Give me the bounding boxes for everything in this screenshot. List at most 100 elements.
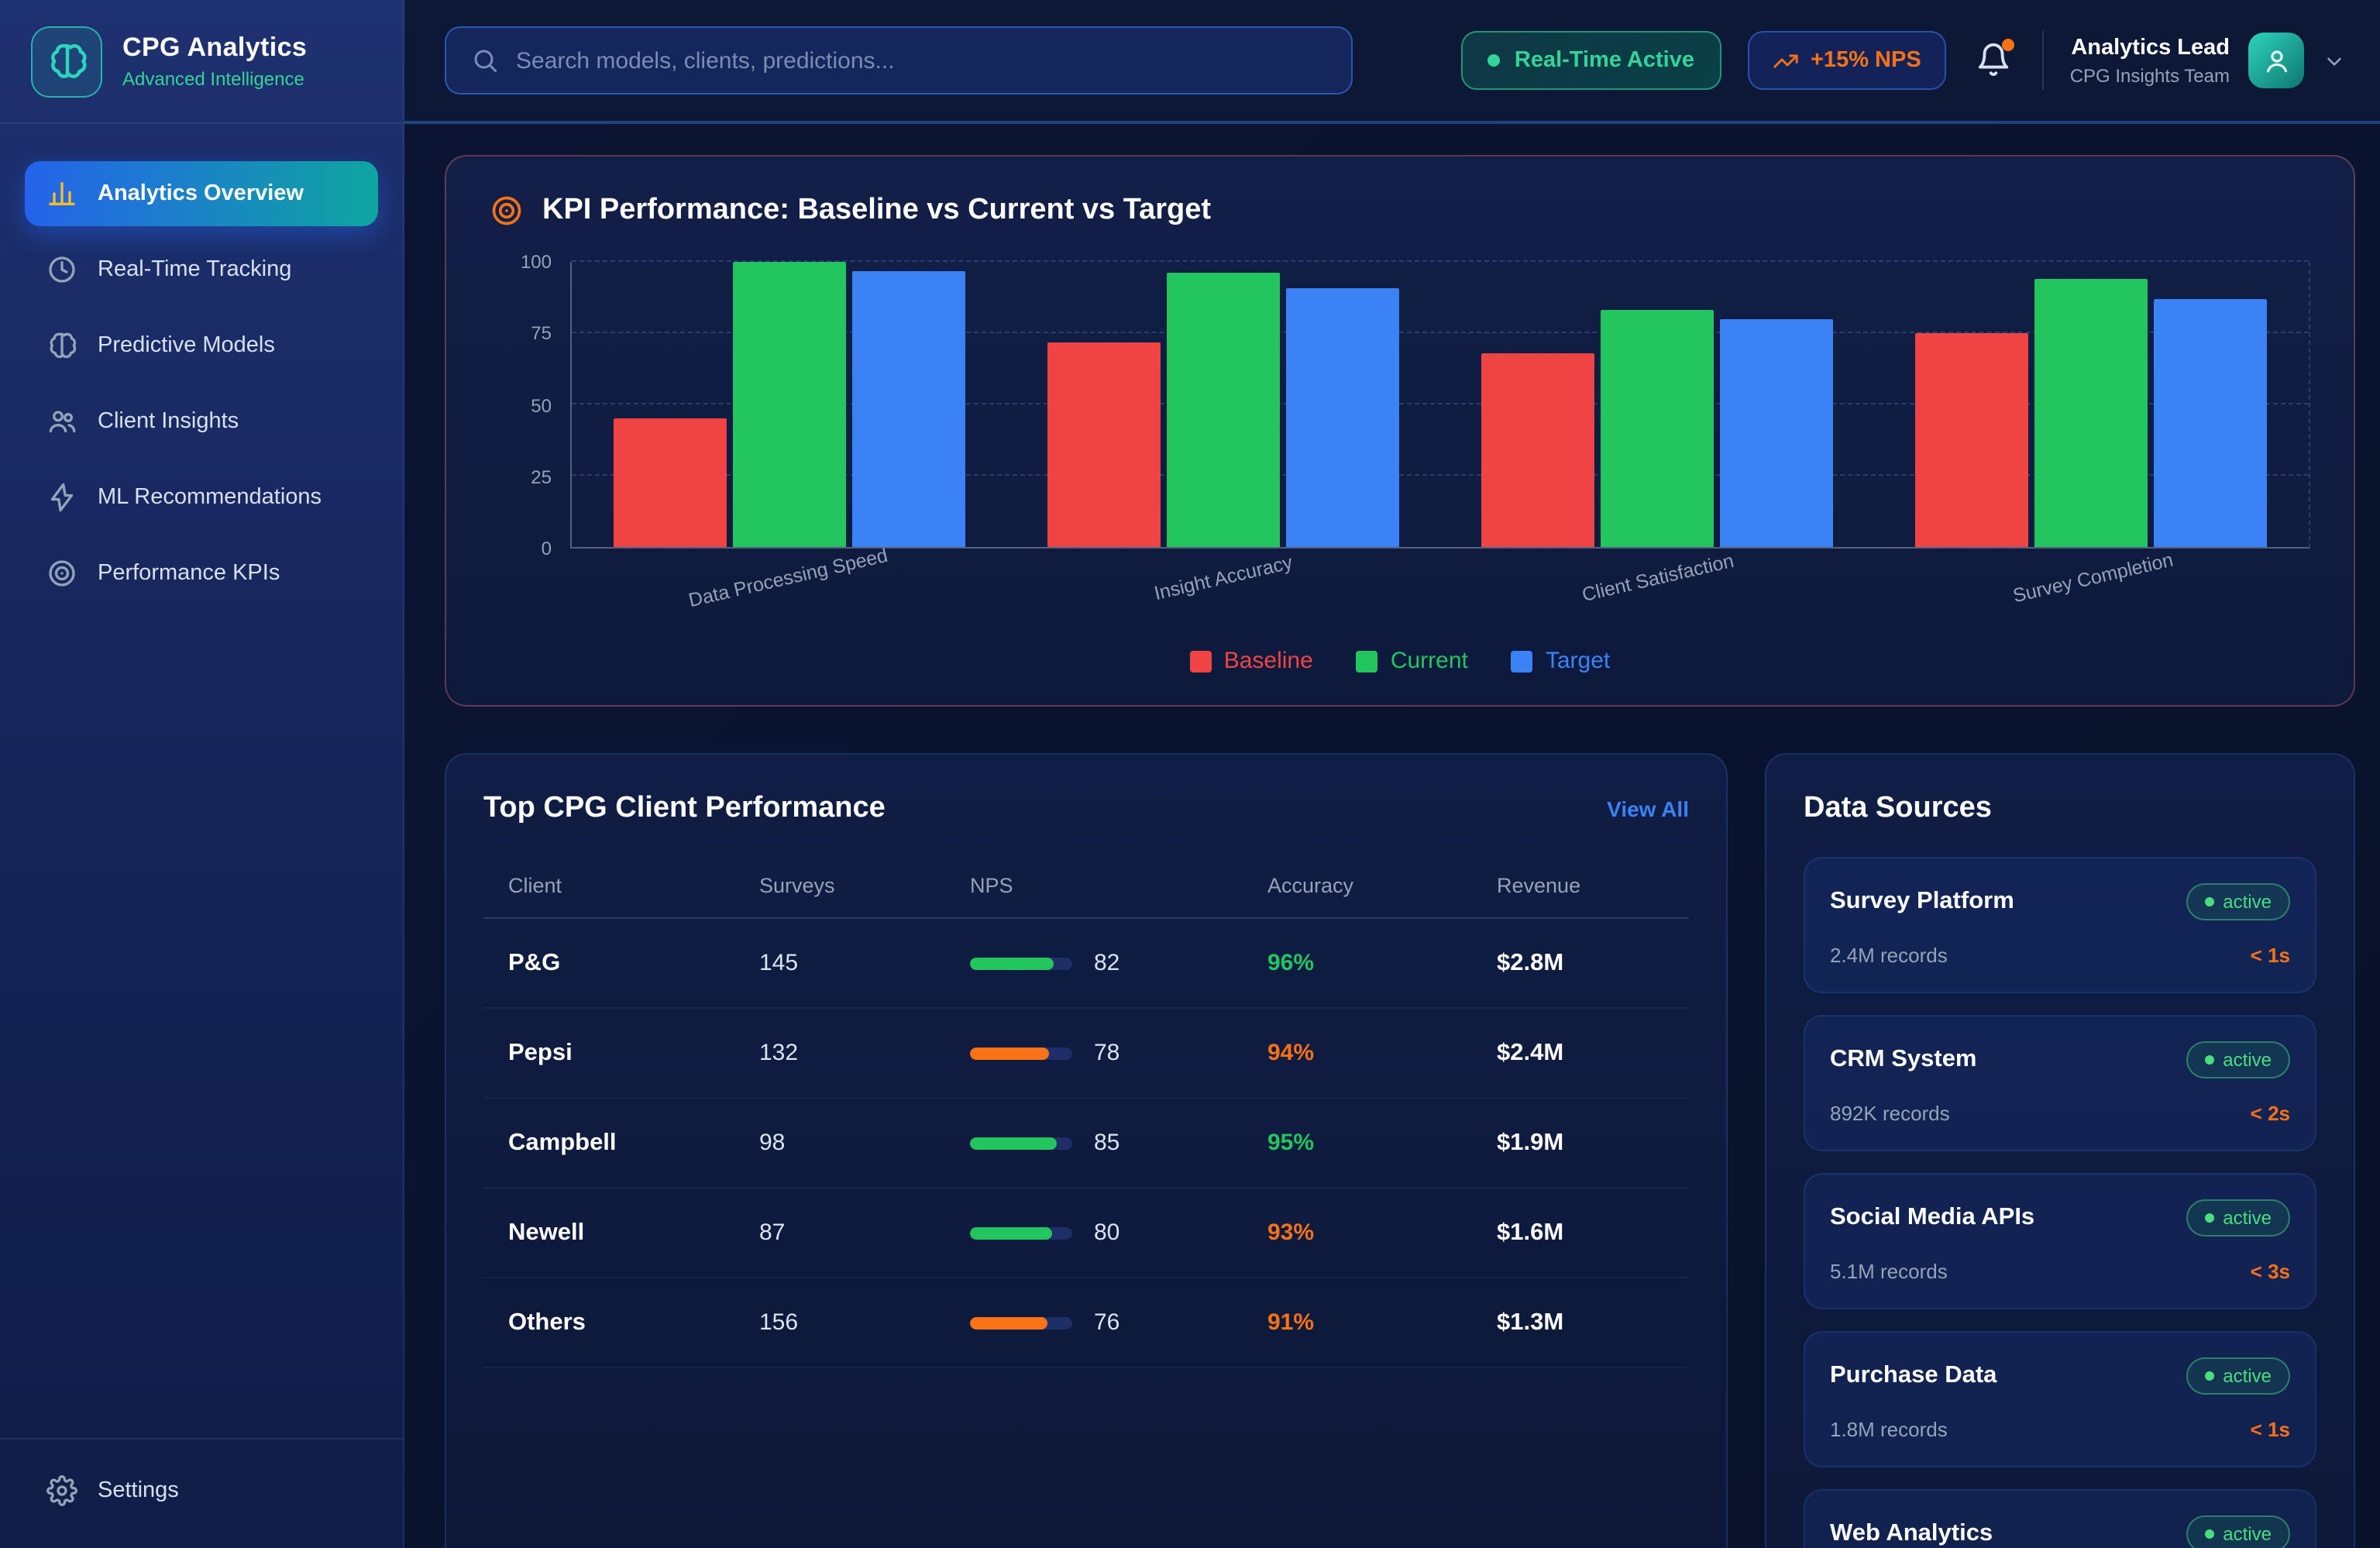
column-header-surveys: Surveys	[759, 874, 835, 897]
status-dot	[2204, 1371, 2214, 1381]
nps-bar	[970, 1047, 1072, 1059]
notification-dot	[2001, 39, 2014, 51]
records-count: 5.1M records	[1830, 1260, 1948, 1283]
revenue-value: $2.8M	[1497, 949, 1564, 975]
clients-card: Top CPG Client Performance View All Clie…	[445, 753, 1728, 1548]
nps-value: 85	[1094, 1130, 1120, 1156]
sidebar-item-label: Performance KPIs	[98, 561, 280, 586]
trending-up-icon	[1772, 47, 1798, 74]
data-source-social-media-apis[interactable]: Social Media APIs active 5.1M records < 3s	[1804, 1173, 2316, 1309]
nps-bar	[970, 957, 1072, 969]
realtime-status-badge[interactable]: Real-Time Active	[1461, 31, 1721, 90]
y-tick-label: 0	[541, 538, 552, 559]
data-sources-title: Data Sources	[1804, 792, 1992, 824]
nps-bar	[970, 1226, 1072, 1239]
client-name: Newell	[508, 1219, 585, 1245]
brand-tagline: Advanced Intelligence	[122, 68, 304, 90]
bar-group-survey-completion	[1875, 262, 2309, 547]
sidebar-item-label: Predictive Models	[98, 333, 275, 358]
data-sources-list: Survey Platform active 2.4M records < 1s CRM…	[1804, 857, 2316, 1548]
brand-logo[interactable]	[31, 26, 102, 97]
data-source-crm-system[interactable]: CRM System active 892K records < 2s	[1804, 1015, 2316, 1151]
latency-value: < 1s	[2250, 1418, 2290, 1441]
sidebar-item-client-insights[interactable]: Client Insights	[25, 389, 378, 454]
user-menu[interactable]: Analytics Lead CPG Insights Team	[2070, 33, 2346, 88]
notifications-button[interactable]	[1976, 39, 2014, 79]
accuracy-value: 96%	[1267, 950, 1315, 976]
data-source-purchase-data[interactable]: Purchase Data active 1.8M records < 1s	[1804, 1331, 2316, 1467]
avatar[interactable]	[2248, 33, 2304, 88]
brand-name: CPG Analytics	[122, 33, 308, 62]
gridline	[572, 260, 2309, 262]
data-source-web-analytics[interactable]: Web Analytics active	[1804, 1489, 2316, 1548]
y-tick-label: 25	[531, 466, 552, 488]
sidebar-item-label: Client Insights	[98, 409, 239, 434]
data-sources-card: Data Sources Survey Platform active 2.4M r…	[1765, 753, 2355, 1548]
bar-target	[1285, 287, 1399, 547]
kpi-chart-card: KPI Performance: Baseline vs Current vs …	[445, 155, 2355, 707]
revenue-value: $1.3M	[1497, 1309, 1564, 1335]
accuracy-value: 93%	[1267, 1219, 1315, 1246]
search-box[interactable]	[445, 26, 1353, 95]
bar-target	[1720, 318, 1834, 547]
sidebar-item-predictive-models[interactable]: Predictive Models	[25, 313, 378, 378]
surveys-value: 145	[759, 950, 799, 976]
sidebar-item-label: ML Recommendations	[98, 485, 322, 510]
y-tick-label: 75	[531, 322, 552, 345]
sidebar-item-ml-recommendations[interactable]: ML Recommendations	[25, 465, 378, 530]
legend-item-baseline[interactable]: Baseline	[1189, 648, 1313, 674]
status-badge: active	[2186, 1041, 2290, 1078]
gridline	[572, 332, 2309, 333]
revenue-value: $1.6M	[1497, 1219, 1564, 1245]
table-row-p-g[interactable]: P&G 145 82 96% $2.8M	[483, 919, 1689, 1009]
header-actions: Real-Time Active +15% NPS Analytics Lead…	[1461, 31, 2346, 90]
bell-icon	[1976, 42, 2011, 77]
status-dot	[2204, 1213, 2214, 1223]
header: Real-Time Active +15% NPS Analytics Lead…	[404, 0, 2380, 124]
legend-swatch	[1189, 650, 1212, 672]
legend-label: Current	[1390, 648, 1468, 674]
clock-icon	[46, 254, 77, 285]
y-tick-label: 50	[531, 394, 552, 416]
nps-cell: 78	[970, 1040, 1267, 1066]
sidebar-item-settings[interactable]: Settings	[25, 1458, 378, 1523]
chart-legend: Baseline Current Target	[490, 648, 2310, 674]
accuracy-value: 91%	[1267, 1309, 1315, 1336]
status-badge: active	[2186, 883, 2290, 920]
records-count: 2.4M records	[1830, 944, 1948, 967]
table-row-pepsi[interactable]: Pepsi 132 78 94% $2.4M	[483, 1009, 1689, 1099]
data-source-survey-platform[interactable]: Survey Platform active 2.4M records < 1s	[1804, 857, 2316, 993]
table-row-newell[interactable]: Newell 87 80 93% $1.6M	[483, 1189, 1689, 1278]
bar-current	[1166, 273, 1280, 547]
x-axis-label: Client Satisfaction	[1580, 549, 1736, 607]
legend-item-target[interactable]: Target	[1511, 648, 1610, 674]
bar-target	[2154, 298, 2268, 547]
accuracy-value: 95%	[1267, 1130, 1315, 1156]
status-dot	[2204, 1529, 2214, 1539]
source-name: Web Analytics	[1830, 1520, 1993, 1546]
table-row-others[interactable]: Others 156 76 91% $1.3M	[483, 1278, 1689, 1368]
user-name: Analytics Lead	[2071, 35, 2230, 60]
revenue-value: $1.9M	[1497, 1129, 1564, 1155]
search-input[interactable]	[516, 47, 1326, 74]
view-all-link[interactable]: View All	[1607, 796, 1689, 821]
legend-swatch	[1511, 650, 1533, 672]
users-icon	[46, 406, 77, 437]
sidebar-item-analytics-overview[interactable]: Analytics Overview	[25, 161, 378, 226]
nps-cell: 85	[970, 1130, 1267, 1156]
clients-title: Top CPG Client Performance	[483, 792, 886, 824]
bar-current	[1601, 310, 1714, 547]
bar-baseline	[613, 418, 727, 547]
brain-icon	[46, 330, 77, 361]
sidebar-item-real-time-tracking[interactable]: Real-Time Tracking	[25, 237, 378, 302]
surveys-value: 87	[759, 1219, 786, 1246]
legend-item-current[interactable]: Current	[1356, 648, 1468, 674]
main-content: KPI Performance: Baseline vs Current vs …	[404, 124, 2380, 1548]
chart-title: KPI Performance: Baseline vs Current vs …	[542, 194, 1212, 226]
sidebar-item-performance-kpis[interactable]: Performance KPIs	[25, 541, 378, 606]
nps-badge[interactable]: +15% NPS	[1747, 31, 1946, 90]
nps-value: 80	[1094, 1219, 1120, 1246]
brain-icon	[46, 40, 88, 82]
table-row-campbell[interactable]: Campbell 98 85 95% $1.9M	[483, 1099, 1689, 1189]
